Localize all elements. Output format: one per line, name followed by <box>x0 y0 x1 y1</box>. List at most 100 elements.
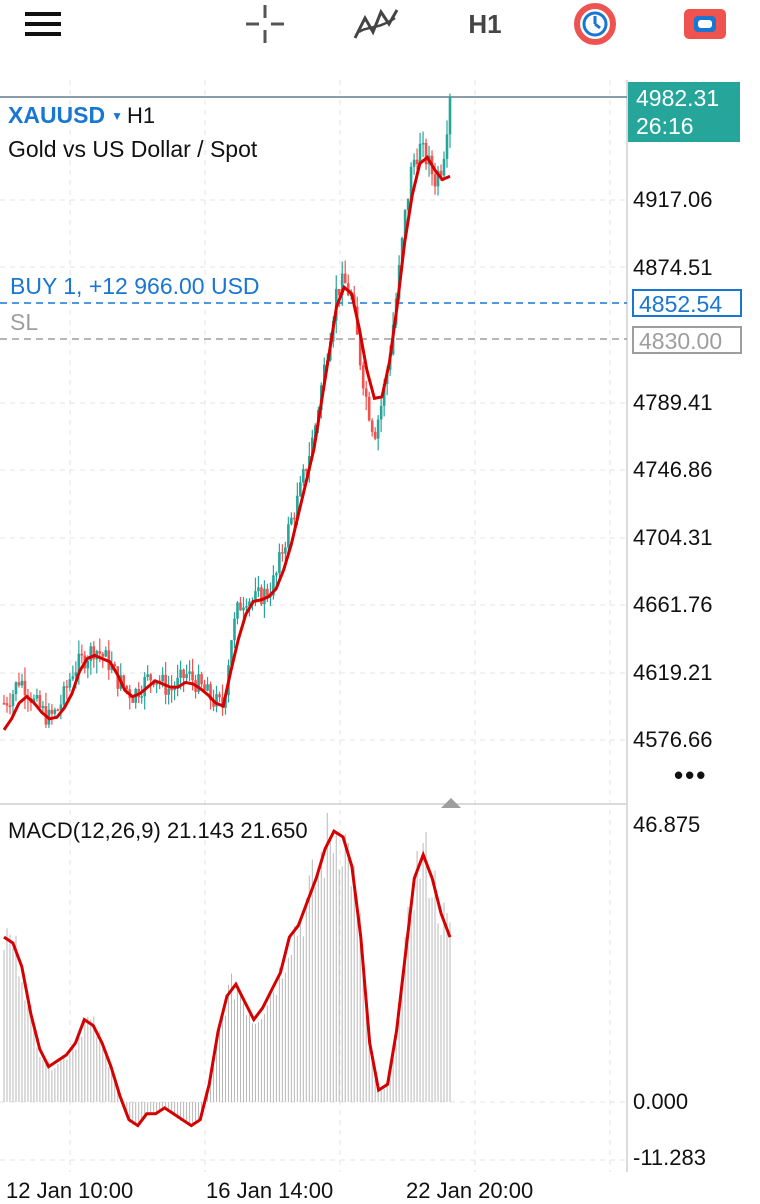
candle-body <box>445 134 449 159</box>
indicators-icon[interactable] <box>350 0 400 48</box>
candle-body <box>146 674 149 677</box>
price-axis-label: 4619.21 <box>633 660 713 685</box>
timeframe-label: H1 <box>468 8 502 39</box>
macd-axis-label: 46.875 <box>633 812 701 837</box>
candle-body <box>182 669 185 679</box>
candle-body <box>266 588 269 598</box>
candle-body <box>56 709 60 712</box>
candle-body <box>218 694 221 698</box>
candle-body <box>302 469 305 483</box>
candle-body <box>92 646 96 660</box>
price-axis-label: 4746.86 <box>633 457 713 482</box>
timer-icon[interactable] <box>570 0 620 48</box>
candle-body <box>245 606 248 608</box>
candle-body <box>290 517 293 525</box>
candle-body <box>35 695 39 699</box>
candle-body <box>370 420 374 432</box>
buy-position-label[interactable]: BUY 1, +12 966.00 USD <box>10 273 260 299</box>
hamburger-menu-icon[interactable] <box>20 0 66 48</box>
macd-title: MACD(12,26,9) 21.143 21.650 <box>8 818 308 843</box>
candle-body <box>98 650 102 654</box>
candle-body <box>361 365 365 389</box>
candle-body <box>179 669 182 678</box>
candle-body <box>418 143 422 165</box>
candle-body <box>11 694 15 707</box>
macd-axis-label: 0.000 <box>633 1089 689 1114</box>
candle-body <box>101 653 105 657</box>
candle-body <box>62 686 66 705</box>
stop-loss-label[interactable]: SL <box>10 309 39 335</box>
symbol-dropdown-icon[interactable]: ▼ <box>111 109 124 123</box>
candle-body <box>125 685 129 690</box>
candle-body <box>104 650 108 657</box>
candle-body <box>212 700 215 707</box>
candle-body <box>32 698 36 703</box>
candle-body <box>382 384 386 406</box>
candle-body <box>2 702 6 705</box>
candle-body <box>379 405 383 420</box>
candle-body <box>412 159 416 167</box>
candle-body <box>260 587 263 605</box>
candle-body <box>167 688 170 695</box>
candle-body <box>358 334 362 366</box>
candle-body <box>113 663 117 667</box>
candle-body <box>86 661 90 669</box>
moving-average-line <box>2 155 451 731</box>
top-toolbar: H1 <box>0 0 760 50</box>
candle-body <box>122 675 126 686</box>
candle-body <box>149 674 152 681</box>
candle-body <box>80 653 84 656</box>
candle-body <box>233 618 236 641</box>
candle-body <box>215 694 218 707</box>
candle-body <box>143 676 146 697</box>
candle-body <box>275 573 278 576</box>
candle-body <box>403 210 407 239</box>
candle-body <box>376 419 380 439</box>
trade-icon[interactable] <box>680 0 730 48</box>
candle-body <box>191 671 194 681</box>
price-axis-label: 4576.66 <box>633 727 713 752</box>
timeframe-button[interactable]: H1 <box>460 0 510 48</box>
candle-body <box>305 469 308 471</box>
candle-body <box>65 686 69 688</box>
more-dots-icon[interactable]: ••• <box>674 760 708 790</box>
candle-body <box>68 679 72 688</box>
candle-body <box>185 673 188 679</box>
candle-body <box>239 602 242 611</box>
candle-body <box>248 601 251 607</box>
price-axis-label: 4661.76 <box>633 592 713 617</box>
candle-body <box>41 706 45 708</box>
candle-body <box>364 388 368 397</box>
candle-body <box>242 607 245 611</box>
macd-histogram <box>3 812 451 1127</box>
current-price-badge: 4982.31 26:16 <box>628 82 740 142</box>
symbol-name[interactable]: XAUUSD <box>8 102 106 128</box>
candle-body <box>421 142 425 145</box>
candle-body <box>53 709 57 714</box>
symbol-header[interactable]: XAUUSD ▼ H1 <box>8 102 155 129</box>
candle-body <box>272 575 275 596</box>
candle-body <box>311 437 314 457</box>
header-timeframe: H1 <box>127 103 156 128</box>
current-price: 4982.31 <box>636 85 720 111</box>
price-axis-label: 4874.51 <box>633 255 713 280</box>
candle-body <box>409 166 413 199</box>
candle-body <box>74 672 78 677</box>
pane-resize-handle[interactable] <box>441 798 461 808</box>
candle-body <box>284 547 287 554</box>
candle-body <box>17 682 21 686</box>
candle-body <box>281 552 284 554</box>
price-axis-label: 4789.41 <box>633 390 713 415</box>
candle-body <box>173 688 176 691</box>
candle-body <box>415 159 419 165</box>
candle-body <box>197 674 200 692</box>
time-axis-label: 16 Jan 14:00 <box>206 1178 334 1203</box>
stop-loss-price-tag[interactable]: 4830.00 <box>632 326 742 354</box>
candle-body <box>71 676 75 680</box>
candle-body <box>50 709 54 714</box>
macd-signal-line <box>3 829 452 1128</box>
candle-body <box>77 653 81 673</box>
buy-price-tag[interactable]: 4852.54 <box>632 289 742 317</box>
crosshair-icon[interactable] <box>240 0 290 48</box>
